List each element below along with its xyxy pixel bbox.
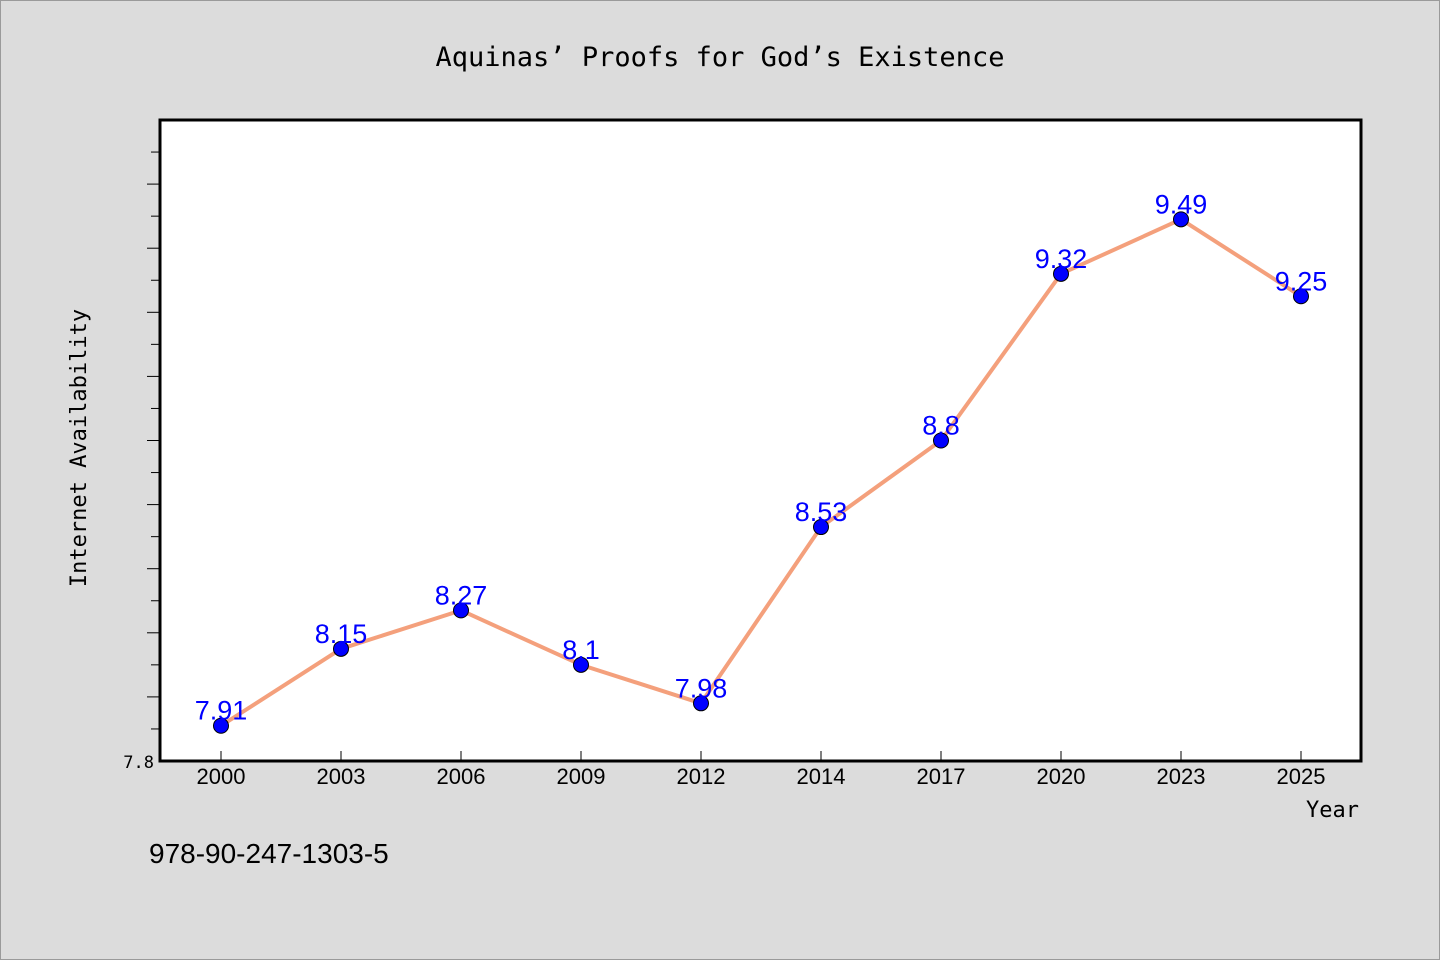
y-axis-ticks bbox=[147, 151, 160, 730]
x-tick-label: 2023 bbox=[1157, 764, 1206, 789]
x-tick-label: 2014 bbox=[797, 764, 846, 789]
y-axis-label: Internet Availability bbox=[67, 309, 92, 587]
data-label: 7.98 bbox=[675, 673, 728, 703]
x-tick-label: 2017 bbox=[917, 764, 966, 789]
data-labels: 7.91 8.15 8.27 8.1 7.98 8.53 8.8 9.32 9.49 9.25 bbox=[195, 189, 1328, 725]
data-label: 8.1 bbox=[562, 635, 600, 665]
x-tick-label: 2012 bbox=[677, 764, 726, 789]
x-axis-ticks: 2000 2003 2006 2009 2012 2014 2017 2020 2023 2025 bbox=[197, 751, 1326, 789]
isbn-text: 978-90-247-1303-5 bbox=[149, 838, 389, 869]
data-point bbox=[693, 695, 709, 712]
x-tick-label: 2006 bbox=[437, 764, 486, 789]
data-label: 8.27 bbox=[435, 580, 488, 610]
data-point bbox=[333, 640, 349, 657]
data-point bbox=[1053, 265, 1069, 282]
chart-title: Aquinas’ Proofs for God’s Existence bbox=[436, 42, 1005, 73]
x-tick-label: 2003 bbox=[317, 764, 366, 789]
y-tick-label: 7.8 bbox=[123, 753, 154, 773]
x-tick-label: 2009 bbox=[557, 764, 606, 789]
data-point bbox=[573, 656, 589, 673]
x-tick-label: 2025 bbox=[1277, 764, 1326, 789]
data-point bbox=[1293, 288, 1309, 305]
data-label: 9.49 bbox=[1155, 189, 1208, 219]
data-point bbox=[933, 432, 949, 449]
x-tick-label: 2000 bbox=[197, 764, 246, 789]
x-axis-label: Year bbox=[1306, 798, 1359, 823]
data-point bbox=[453, 602, 469, 619]
x-tick-label: 2020 bbox=[1037, 764, 1086, 789]
data-label: 9.32 bbox=[1035, 244, 1088, 274]
data-label: 7.91 bbox=[195, 696, 248, 726]
data-points bbox=[213, 211, 1309, 734]
data-label: 9.25 bbox=[1275, 266, 1328, 296]
data-point bbox=[1173, 211, 1189, 228]
data-point bbox=[213, 717, 229, 734]
data-label: 8.53 bbox=[795, 497, 848, 527]
data-label: 8.8 bbox=[922, 411, 960, 441]
data-label: 8.15 bbox=[315, 619, 368, 649]
series-line bbox=[219, 217, 1303, 728]
data-point bbox=[813, 519, 829, 536]
